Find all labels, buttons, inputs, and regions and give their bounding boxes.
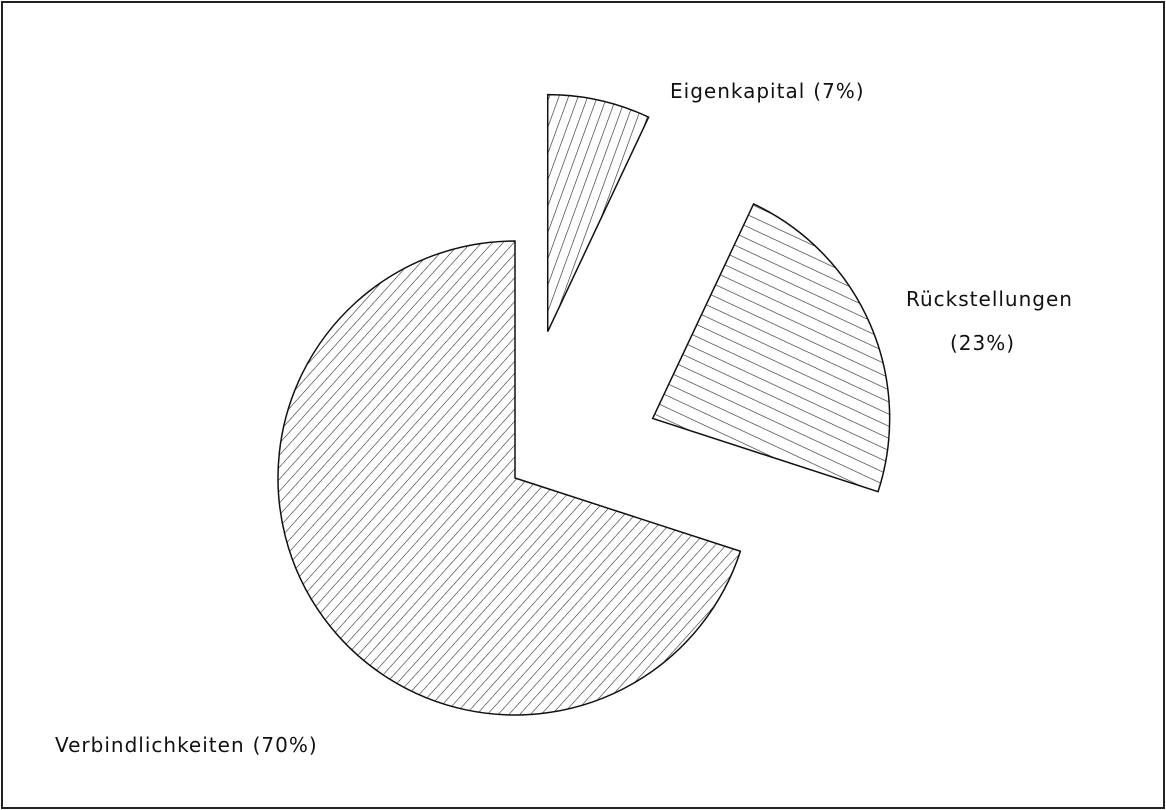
value-label: (23%) [950,331,1015,355]
value-label: (7%) [813,79,864,103]
category-label: Eigenkapital [670,79,805,103]
pie-slice [546,93,650,332]
pie-slice [651,202,891,493]
slice-label: Eigenkapital (7%) [670,79,865,103]
pie-slice [277,240,742,716]
value-label: (70%) [253,733,318,757]
slice-label: Verbindlichkeiten (70%) [55,733,318,757]
slice-label: Rückstellungen (23%) [906,287,1073,355]
category-label: Rückstellungen [906,287,1073,311]
category-label: Verbindlichkeiten [55,733,245,757]
